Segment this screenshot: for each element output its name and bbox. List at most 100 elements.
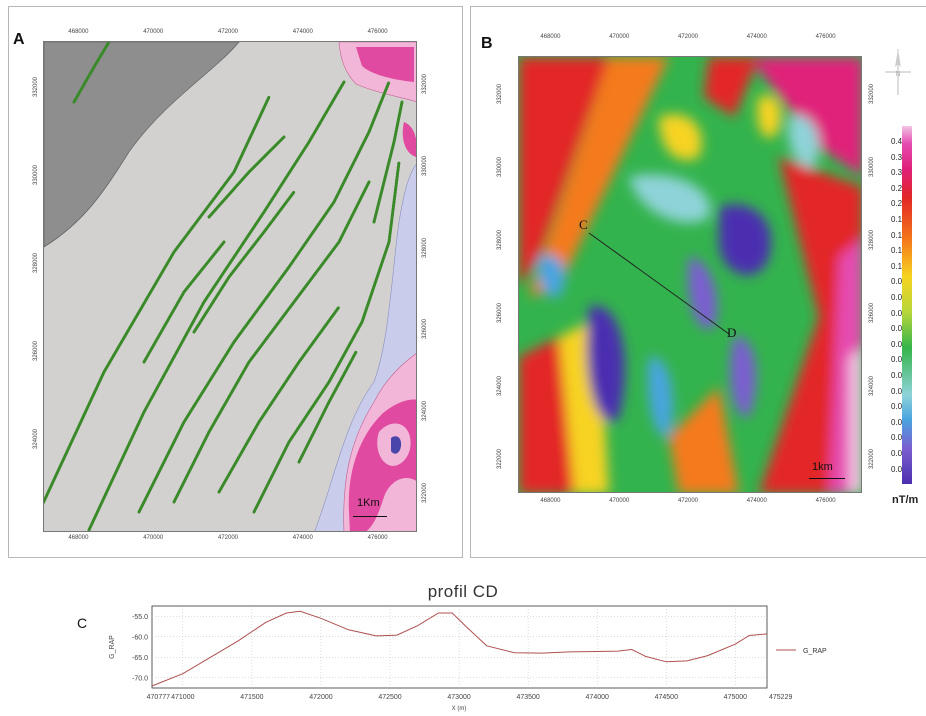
dyke-5 bbox=[252, 160, 401, 514]
map-a-xtick-bottom-3: 474000 bbox=[292, 535, 313, 541]
dyke-4 bbox=[217, 305, 341, 494]
north-arrow-icon: N bbox=[885, 49, 911, 95]
map-b-xtick-bottom-0: 468000 bbox=[540, 498, 561, 504]
colorbar-tick-7: 0.1 bbox=[891, 246, 903, 256]
y-tick-label-2: -65.0 bbox=[132, 655, 148, 662]
map-a-xtick-top-1: 470000 bbox=[143, 29, 164, 35]
colorbar-tick-16: 0.0 bbox=[891, 386, 903, 396]
anomaly-blob-9 bbox=[704, 57, 759, 117]
dyke-0 bbox=[44, 95, 271, 505]
map-b-xtick-top-4: 476000 bbox=[815, 34, 836, 40]
colorbar-tick-17: 0.0 bbox=[891, 402, 903, 412]
map-a-ytick-right-1: 330000 bbox=[422, 155, 428, 176]
x-tick-label-6: 473500 bbox=[516, 694, 539, 701]
anomaly-blob-5 bbox=[849, 348, 861, 492]
grid-lines bbox=[152, 606, 767, 688]
map-b-xtick-bottom-1: 470000 bbox=[609, 498, 630, 504]
anomaly-blob-16 bbox=[729, 336, 757, 418]
map-a-canvas: 1Km bbox=[43, 41, 417, 532]
x-tick-label-8: 474500 bbox=[655, 694, 678, 701]
map-a-xtick-bottom-0: 468000 bbox=[68, 535, 89, 541]
map-b-scale-line bbox=[809, 478, 845, 479]
north-label: N bbox=[895, 71, 900, 78]
intrusion-top-pink bbox=[356, 47, 414, 82]
map-b-ytick-right-1: 330000 bbox=[869, 157, 875, 178]
panel-b-label: B bbox=[481, 35, 493, 52]
x-tick-label-1: 471000 bbox=[171, 694, 194, 701]
anomaly-blob-14 bbox=[629, 174, 711, 223]
map-a-ytick-left-2: 328000 bbox=[33, 252, 39, 273]
y-axis-label: G_RAP bbox=[109, 635, 116, 659]
colorbar-tick-13: 0.0 bbox=[891, 339, 903, 349]
plot-area bbox=[151, 605, 768, 689]
anomaly-blob-1 bbox=[749, 57, 861, 176]
map-a-ytick-right-0: 332000 bbox=[422, 73, 428, 94]
cover-unit bbox=[44, 42, 240, 248]
map-b-ytick-right-5: 322000 bbox=[869, 448, 875, 469]
map-a-ytick-left-1: 330000 bbox=[33, 164, 39, 185]
map-b-ytick-right-3: 326000 bbox=[869, 302, 875, 323]
colorbar bbox=[902, 126, 912, 484]
profile-point-d: D bbox=[727, 325, 737, 340]
map-a-xtick-bottom-2: 472000 bbox=[218, 535, 239, 541]
map-b-xtick-top-2: 472000 bbox=[678, 34, 699, 40]
anomaly-blob-8 bbox=[669, 387, 739, 492]
profile-line-cd bbox=[588, 232, 730, 335]
colorbar-tick-0: 0.4 bbox=[891, 137, 903, 146]
map-b-ytick-left-3: 326000 bbox=[497, 302, 503, 323]
intrusion-core bbox=[391, 436, 402, 454]
dyke-2 bbox=[137, 80, 391, 514]
dyke-3 bbox=[172, 180, 371, 504]
colorbar-tick-3: 0.2 bbox=[891, 183, 903, 193]
map-b-canvas: C D 1km bbox=[518, 56, 862, 493]
map-a-xtick-top-2: 472000 bbox=[218, 29, 239, 35]
map-a-ytick-right-2: 328000 bbox=[422, 237, 428, 258]
map-b-ytick-left-5: 322000 bbox=[497, 448, 503, 469]
map-a-xtick-top-0: 468000 bbox=[68, 29, 89, 35]
anomaly-blob-0 bbox=[519, 57, 609, 287]
map-b-xtick-bottom-3: 474000 bbox=[746, 498, 767, 504]
anomaly-blob-11 bbox=[688, 257, 718, 329]
dyke-9 bbox=[297, 350, 358, 464]
map-b-ytick-left-1: 330000 bbox=[497, 157, 503, 178]
dyke-7 bbox=[207, 135, 286, 219]
x-tick-label-3: 472000 bbox=[309, 694, 332, 701]
map-a-scale-label: 1Km bbox=[357, 497, 380, 509]
anomaly-blob-13 bbox=[647, 356, 673, 438]
map-a-ytick-left-3: 326000 bbox=[33, 340, 39, 361]
colorbar-tick-19: 0.0 bbox=[891, 433, 903, 443]
map-b-ytick-left-2: 328000 bbox=[497, 230, 503, 251]
profile-title: profil CD bbox=[427, 582, 499, 601]
colorbar-tick-11: 0.0 bbox=[891, 308, 903, 318]
map-b-scale-label: 1km bbox=[812, 461, 833, 473]
profile-point-c: C bbox=[579, 217, 588, 232]
colorbar-tick-2: 0.3 bbox=[891, 168, 903, 178]
anomaly-blob-17 bbox=[788, 115, 820, 168]
map-b-xtick-bottom-2: 472000 bbox=[678, 498, 699, 504]
x-tick-label-2: 471500 bbox=[240, 694, 263, 701]
map-b-ytick-right-2: 328000 bbox=[869, 230, 875, 251]
colorbar-tick-21: 0.0 bbox=[891, 464, 903, 474]
colorbar-tick-18: 0.0 bbox=[891, 417, 903, 427]
colorbar-tick-1: 0.3 bbox=[891, 152, 903, 162]
anomaly-blob-12 bbox=[586, 305, 625, 423]
map-b-ytick-left-0: 332000 bbox=[497, 84, 503, 105]
map-a-drawing bbox=[44, 42, 416, 531]
y-tick-label-1: -60.0 bbox=[132, 634, 148, 641]
map-b-xtick-top-3: 474000 bbox=[746, 34, 767, 40]
map-a-xtick-top-4: 476000 bbox=[367, 29, 388, 35]
colorbar-tick-10: 0.0 bbox=[891, 293, 903, 302]
x-axis-label: X (m) bbox=[452, 706, 467, 712]
x-tick-label-9: 475000 bbox=[724, 694, 747, 701]
x-tick-label-4: 472500 bbox=[378, 694, 401, 701]
map-a-xtick-top-3: 474000 bbox=[292, 29, 313, 35]
anomaly-field bbox=[519, 57, 861, 492]
map-b-ytick-right-0: 332000 bbox=[869, 84, 875, 105]
map-b-scale-bar: 1km bbox=[809, 461, 845, 479]
map-a-ytick-left-0: 332000 bbox=[33, 76, 39, 97]
x-tick-label-0: 470777 bbox=[147, 694, 170, 701]
intrusion-small-pink bbox=[402, 122, 416, 157]
map-b-drawing bbox=[519, 57, 861, 492]
colorbar-tick-8: 0.1 bbox=[891, 261, 903, 271]
map-a-scale-line bbox=[353, 516, 387, 517]
